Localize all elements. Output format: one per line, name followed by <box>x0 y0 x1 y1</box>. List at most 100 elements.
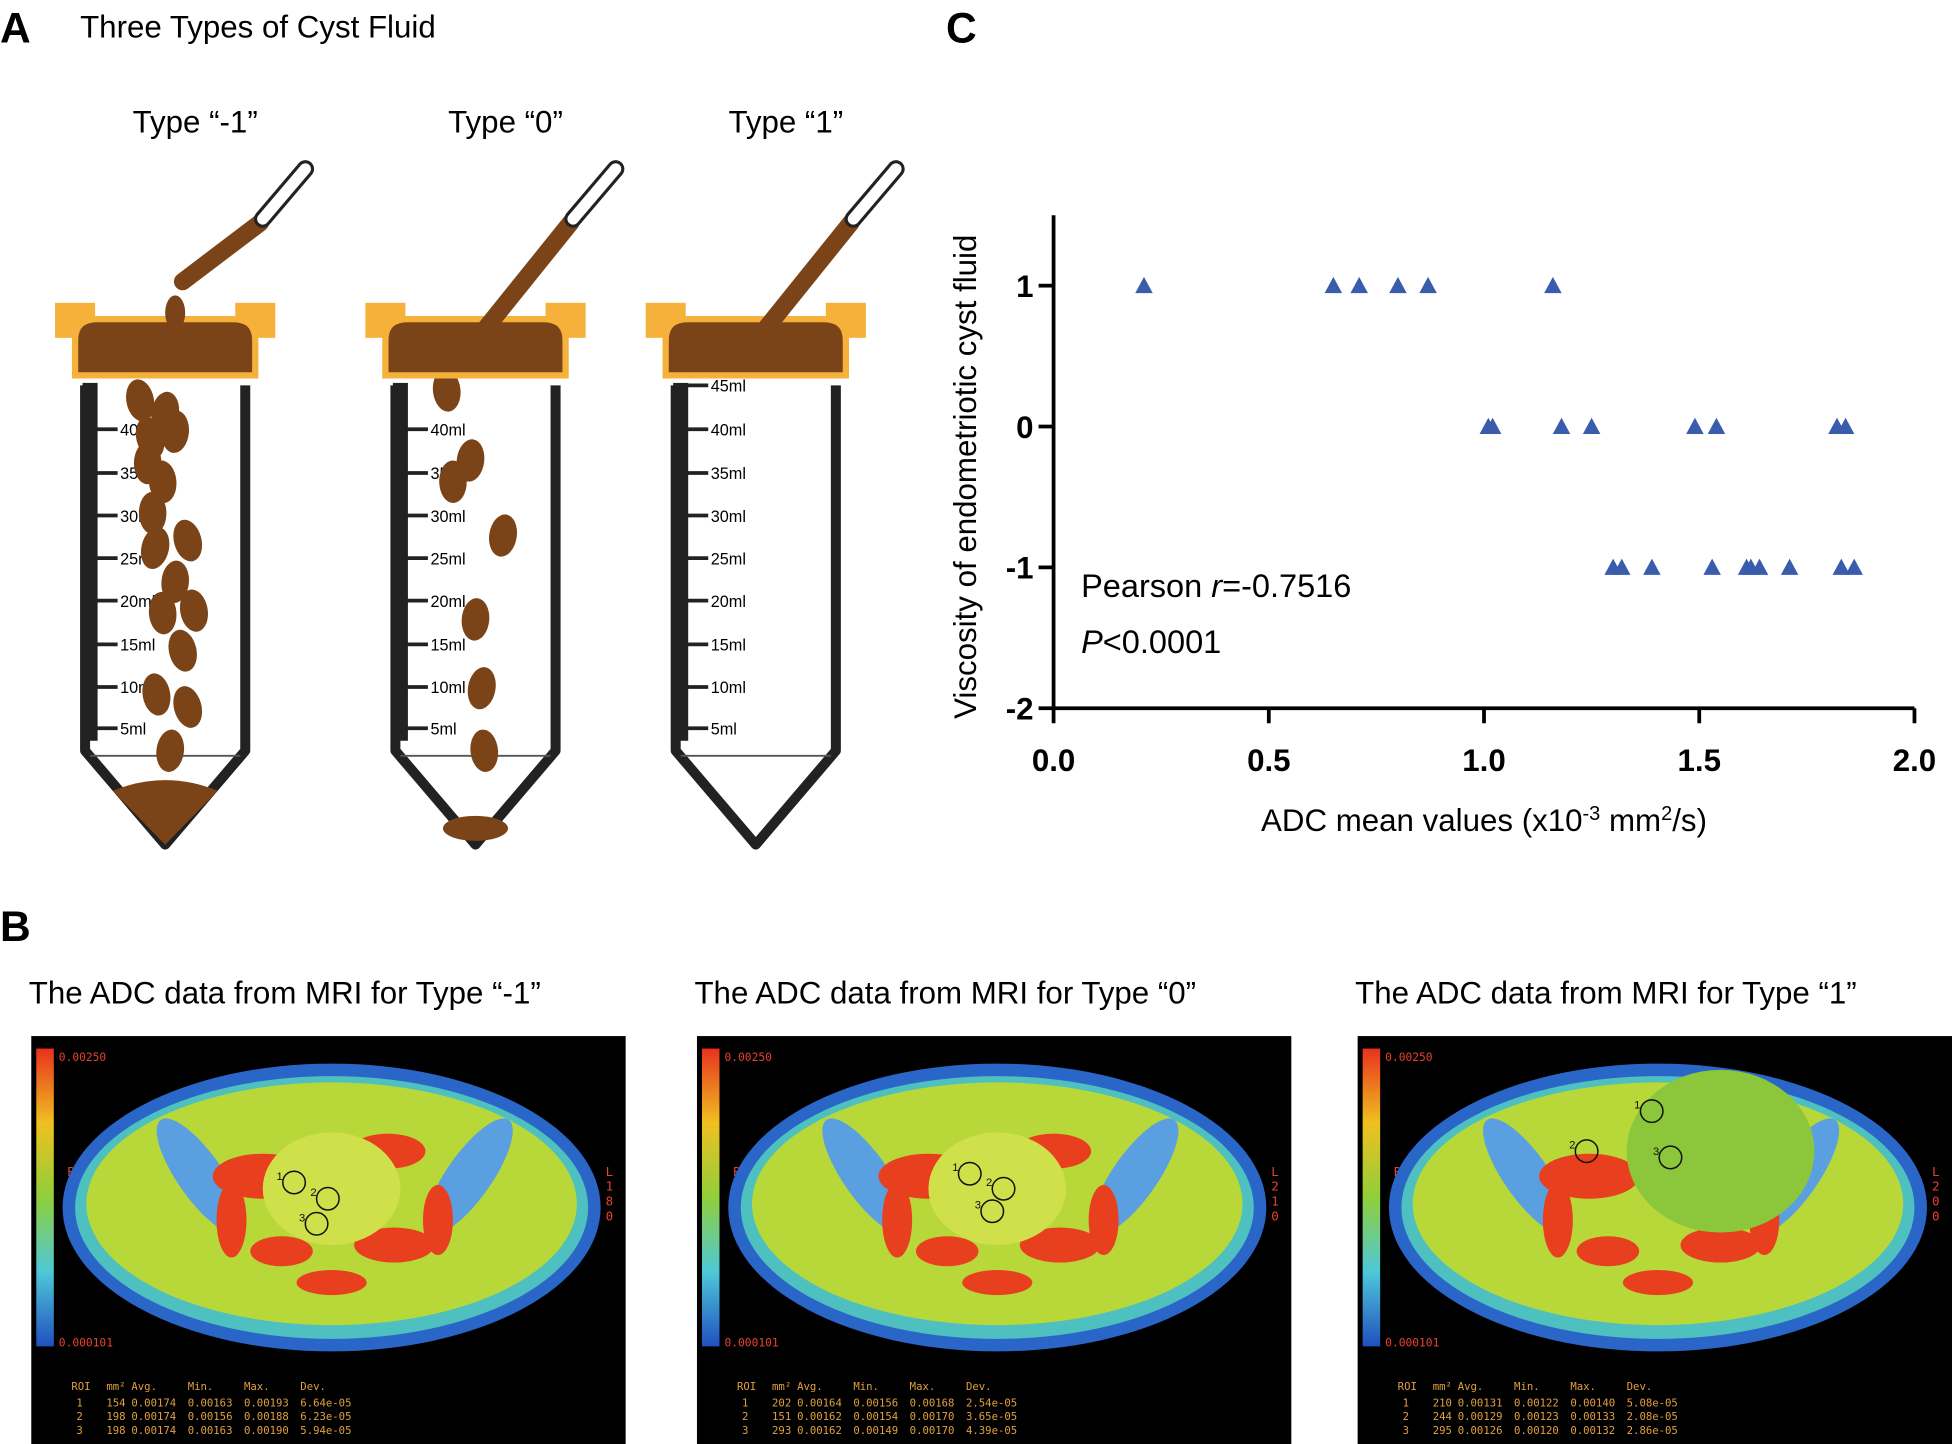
data-point <box>1544 276 1562 294</box>
cyst <box>928 1132 1067 1246</box>
roi-cell: 0.00162 <box>797 1410 842 1423</box>
blob <box>142 673 171 716</box>
roi-cell: 2.86e-05 <box>1627 1424 1678 1437</box>
data-point <box>1643 558 1661 575</box>
sediment <box>442 815 509 841</box>
panel-title: Three Types of Cyst Fluid <box>80 10 436 45</box>
cyst <box>1626 1069 1815 1233</box>
roi-cell: 0.00156 <box>188 1410 233 1423</box>
x-axis-label-part: ADC mean values (x10 <box>1261 803 1582 838</box>
roi-cell: 1 <box>742 1396 748 1409</box>
blob <box>467 667 496 710</box>
roi-cell: 0.00122 <box>1514 1396 1559 1409</box>
roi-number: 2 <box>1569 1140 1575 1152</box>
y-tick-label: 1 <box>1016 269 1033 304</box>
scale-bar <box>392 382 408 741</box>
roi-circle <box>980 1199 1005 1224</box>
annotation: P<0.0001 <box>1081 624 1221 660</box>
roi-header: Dev. <box>1627 1380 1653 1393</box>
roi-number: 1 <box>952 1162 958 1174</box>
tissue <box>354 1227 435 1263</box>
roi-cell: 0.00156 <box>853 1396 898 1409</box>
panel-label: B <box>0 903 31 951</box>
data-point <box>1613 558 1631 575</box>
roi-number: 3 <box>299 1212 305 1224</box>
roi-circle <box>1574 1139 1599 1164</box>
y-tick-label: 0 <box>1016 410 1033 445</box>
cap <box>71 315 259 379</box>
data-point <box>1324 276 1343 294</box>
blob <box>489 514 518 557</box>
roi-number: 3 <box>1653 1146 1659 1158</box>
roi-cell: 0.00188 <box>244 1410 289 1423</box>
mri-title: The ADC data from MRI for Type “-1” <box>29 976 541 1011</box>
x-axis-label-part: mm <box>1600 803 1661 838</box>
roi-cell: 3 <box>1403 1424 1409 1437</box>
data-point <box>1135 276 1153 294</box>
roi-cell: 0.00162 <box>797 1424 842 1437</box>
tissue <box>882 1182 913 1258</box>
chart: -2 -1 0 1 0.0 0.5 1.0 1.5 2.0 Viscosity of endome… <box>948 215 1936 838</box>
tissue <box>250 1236 313 1267</box>
data-point <box>1582 417 1601 435</box>
x-axis-label-part: /s) <box>1672 803 1707 838</box>
scale-label: 30ml <box>430 508 465 526</box>
blob <box>470 729 499 772</box>
cap <box>662 315 849 379</box>
blob <box>439 460 467 504</box>
pipette-tip <box>567 163 622 225</box>
roi-cell: 2.54e-05 <box>966 1396 1017 1409</box>
roi-header: Min. <box>853 1380 879 1393</box>
color-scale <box>701 1048 720 1347</box>
roi-header: mm² <box>106 1380 125 1393</box>
scale-bar <box>673 382 689 741</box>
roi-cell: 3 <box>76 1424 82 1437</box>
scale-label: 5ml <box>711 721 737 739</box>
x-tick-label: 2.0 <box>1893 743 1936 778</box>
blob <box>173 686 203 728</box>
roi-circle <box>282 1170 307 1195</box>
data-point <box>1845 558 1863 575</box>
pipette-tip <box>847 163 902 225</box>
roi-number: 2 <box>986 1177 992 1189</box>
mri-panel: The ADC data from MRI for Type “0” 0.0025… <box>694 976 1292 1444</box>
x-axis-label-part: 2 <box>1661 803 1672 825</box>
data-point <box>1483 417 1502 435</box>
cap <box>382 315 569 379</box>
roi-cell: 5.08e-05 <box>1627 1396 1678 1409</box>
data-point <box>1707 417 1726 435</box>
scale-label: 15ml <box>120 637 155 655</box>
tube-label: Type “1” <box>728 105 843 140</box>
roi-cell: 0.00193 <box>244 1396 289 1409</box>
data-point <box>1836 417 1855 435</box>
scale-min: 0.000101 <box>1385 1336 1439 1349</box>
tube-label: Type “0” <box>448 105 563 140</box>
side-letter: L <box>1932 1164 1940 1179</box>
tissue <box>216 1182 247 1258</box>
roi-cell: 151 <box>772 1410 791 1423</box>
roi-cell: 0.00174 <box>131 1424 176 1437</box>
side-letter: L <box>1271 1164 1279 1179</box>
roi-header: Max. <box>244 1380 270 1393</box>
scale-label: 40ml <box>711 421 746 439</box>
blob <box>138 491 167 535</box>
roi-cell: 244 <box>1433 1410 1452 1423</box>
roi-header: Dev. <box>300 1380 326 1393</box>
roi-cell: 0.00129 <box>1458 1410 1503 1423</box>
data-point <box>1419 276 1437 294</box>
blob <box>161 560 190 604</box>
roi-circle <box>991 1176 1016 1201</box>
scale-label: 25ml <box>711 550 746 568</box>
blob <box>148 460 177 503</box>
pipette <box>173 213 270 291</box>
scale-label: 15ml <box>430 637 465 655</box>
roi-cell: 0.00164 <box>797 1396 842 1409</box>
annotation-part: <0.0001 <box>1103 624 1221 660</box>
roi-cell: 0.00140 <box>1570 1396 1615 1409</box>
scale-label: 10ml <box>711 679 746 697</box>
scale-label: 20ml <box>711 593 746 611</box>
drop <box>165 295 186 331</box>
roi-cell: 2 <box>742 1410 748 1423</box>
